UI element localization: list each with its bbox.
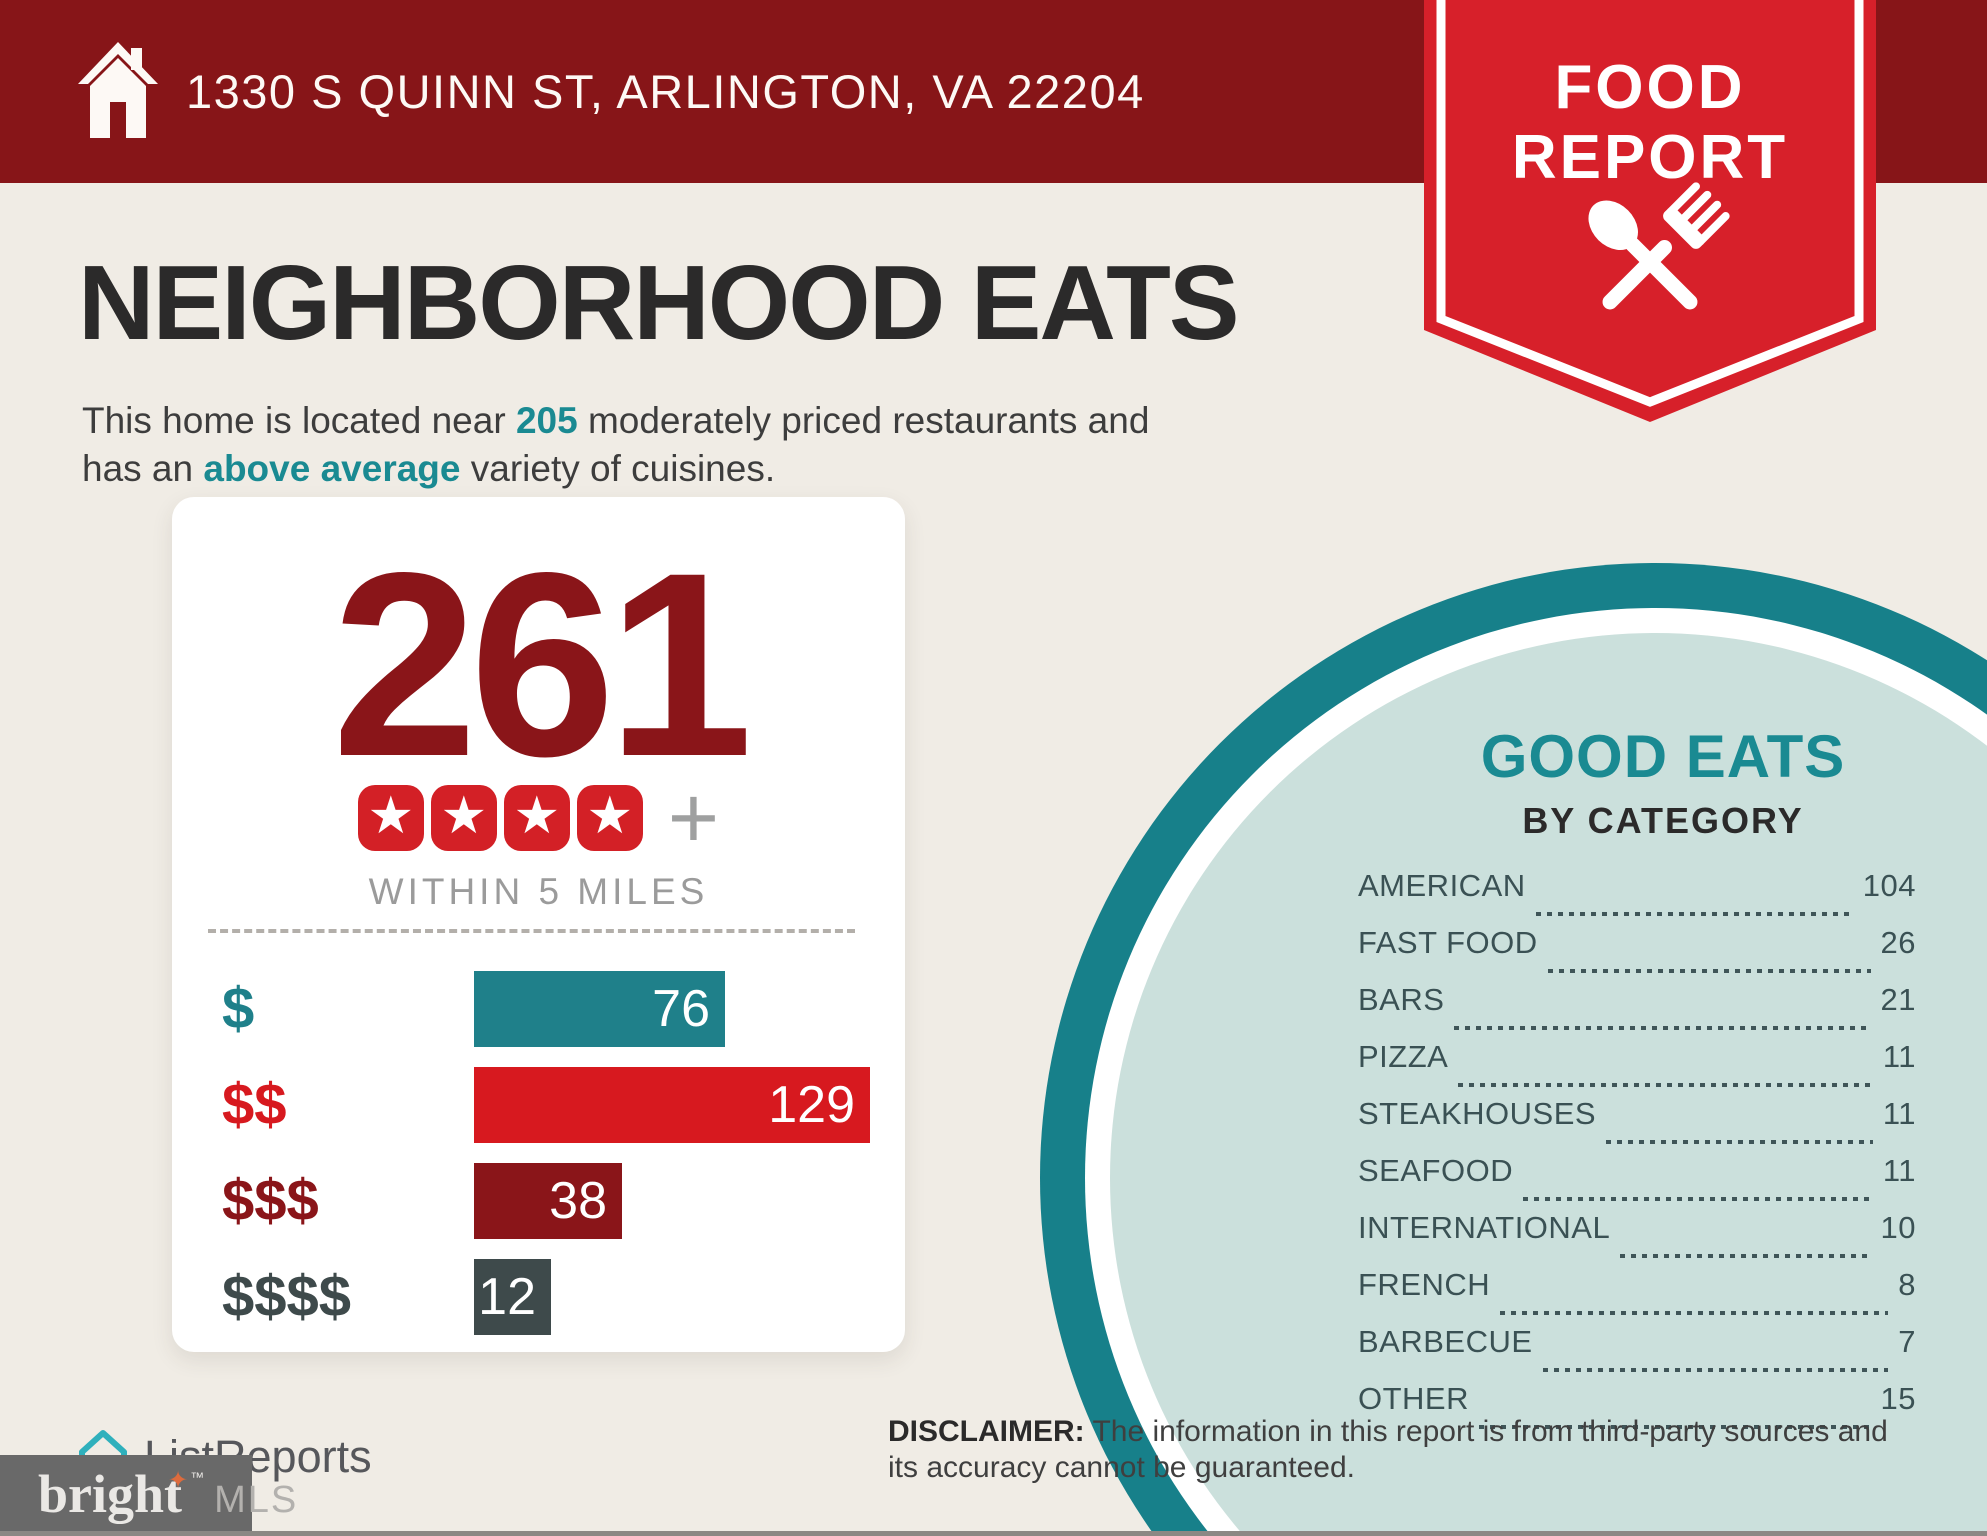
dotted-leader xyxy=(1535,912,1853,916)
category-label: SEAFOOD xyxy=(1358,1153,1514,1188)
price-bar-value: 38 xyxy=(549,1172,607,1230)
price-bar: 12 xyxy=(474,1259,551,1335)
ribbon-title-line2: REPORT xyxy=(1511,123,1789,192)
category-row: FAST FOOD 26 xyxy=(1358,925,1916,982)
intro-text-part: variety of cuisines. xyxy=(460,448,776,489)
category-value: 11 xyxy=(1882,1039,1916,1074)
price-bar-value: 12 xyxy=(478,1268,536,1326)
price-bar-row: $ 76 xyxy=(222,971,873,1047)
category-label: BARS xyxy=(1358,982,1445,1017)
category-row: BARBECUE 7 xyxy=(1358,1324,1916,1381)
dotted-leader xyxy=(1620,1254,1871,1258)
price-level-label: $$$ xyxy=(222,1168,319,1233)
bright-spark-icon: ✦ xyxy=(168,1467,189,1494)
category-label: PIZZA xyxy=(1358,1039,1449,1074)
price-bar: 76 xyxy=(474,971,725,1047)
category-row: STEAKHOUSES 11 xyxy=(1358,1096,1916,1153)
category-row: FRENCH 8 xyxy=(1358,1267,1916,1324)
disclaimer-label: DISCLAIMER: xyxy=(888,1415,1085,1448)
category-label: OTHER xyxy=(1358,1381,1469,1416)
dotted-leader xyxy=(1454,1026,1871,1030)
price-bar-value: 76 xyxy=(652,980,710,1038)
food-report-ribbon: FOOD REPORT xyxy=(1424,0,1876,424)
category-value: 11 xyxy=(1882,1153,1916,1188)
price-bar-chart: $ 76 $$ 129 $$$ 38 xyxy=(222,971,873,1355)
price-bar-row: $$$ 38 xyxy=(222,1163,873,1239)
category-value: 104 xyxy=(1862,868,1916,903)
page-title: NEIGHBORHOOD EATS xyxy=(78,244,1240,362)
plus-icon: + xyxy=(667,768,720,867)
dotted-leader xyxy=(1606,1140,1873,1144)
intro-text-part: This home is located near xyxy=(82,400,516,441)
dotted-leader xyxy=(1500,1311,1889,1315)
category-value: 7 xyxy=(1898,1324,1916,1359)
disclaimer: DISCLAIMER: The information in this repo… xyxy=(888,1414,1898,1486)
category-label: FAST FOOD xyxy=(1358,925,1538,960)
category-label: INTERNATIONAL xyxy=(1358,1210,1611,1245)
price-bar: 38 xyxy=(474,1163,622,1239)
bright-wordmark: bright xyxy=(38,1464,183,1524)
price-bar-row: $$$$ 12 xyxy=(222,1259,873,1335)
summary-card: 261 ★ ★ ★ ★ + WITHIN 5 MILES $ 76 $$ 129 xyxy=(172,497,905,1352)
star-icon: ★ xyxy=(357,785,424,851)
category-value: 15 xyxy=(1880,1381,1916,1416)
dotted-leader xyxy=(1458,1083,1873,1087)
disclaimer-text: The information in this report is from t… xyxy=(888,1415,1888,1484)
category-row: PIZZA 11 xyxy=(1358,1039,1916,1096)
category-row: SEAFOOD 11 xyxy=(1358,1153,1916,1210)
price-level-label: $ xyxy=(222,976,255,1041)
ribbon-title-line1: FOOD xyxy=(1554,53,1746,122)
category-value: 26 xyxy=(1880,925,1916,960)
category-value: 21 xyxy=(1880,982,1916,1017)
star-icon: ★ xyxy=(576,785,643,851)
intro-text-part: 205 xyxy=(515,400,578,441)
category-list: AMERICAN 104 FAST FOOD 26 BARS 21 PIZZA … xyxy=(1358,868,1916,1438)
radius-label: WITHIN 5 MILES xyxy=(368,871,709,912)
dotted-leader xyxy=(1542,1368,1889,1372)
rating-stars-row: ★ ★ ★ ★ + xyxy=(172,768,905,867)
price-bar: 129 xyxy=(474,1067,870,1143)
property-address: 1330 S QUINN ST, ARLINGTON, VA 22204 xyxy=(186,65,1145,118)
restaurant-count: 261 xyxy=(331,518,753,811)
category-value: 11 xyxy=(1882,1096,1916,1131)
price-level-label: $$$$ xyxy=(222,1264,352,1329)
category-row: AMERICAN 104 xyxy=(1358,868,1916,925)
dotted-leader xyxy=(1523,1197,1873,1201)
dotted-leader xyxy=(1479,1425,1871,1429)
dotted-leader xyxy=(1547,969,1871,973)
bright-mls-logo: bright ✦ ™ MLS xyxy=(0,1455,296,1536)
intro-text-part: above average xyxy=(203,448,461,489)
good-eats-subtitle: BY CATEGORY xyxy=(1522,800,1804,841)
trademark-symbol: ™ xyxy=(190,1469,205,1485)
category-row: OTHER 15 xyxy=(1358,1381,1916,1438)
dashed-divider xyxy=(208,929,855,933)
intro-text-part: moderately priced restaurants and xyxy=(577,400,1150,441)
mls-wordmark: MLS xyxy=(214,1479,299,1521)
category-value: 8 xyxy=(1898,1267,1916,1302)
price-level-label: $$ xyxy=(222,1072,287,1137)
category-value: 10 xyxy=(1880,1210,1916,1245)
category-row: INTERNATIONAL 10 xyxy=(1358,1210,1916,1267)
bottom-strip xyxy=(0,1531,1987,1536)
category-label: FRENCH xyxy=(1358,1267,1491,1302)
category-label: BARBECUE xyxy=(1358,1324,1533,1359)
price-bar-value: 129 xyxy=(768,1076,855,1134)
price-bar-row: $$ 129 xyxy=(222,1067,873,1143)
intro-text-part: has an xyxy=(82,448,204,489)
category-label: STEAKHOUSES xyxy=(1358,1096,1597,1131)
good-eats-title: GOOD EATS xyxy=(1480,723,1846,790)
category-row: BARS 21 xyxy=(1358,982,1916,1039)
intro-text: This home is located near 205 moderately… xyxy=(82,397,1242,493)
fork-spoon-icon xyxy=(1588,182,1730,310)
star-icon: ★ xyxy=(503,785,570,851)
star-icon: ★ xyxy=(430,785,497,851)
home-icon xyxy=(76,40,160,140)
category-label: AMERICAN xyxy=(1358,868,1526,903)
